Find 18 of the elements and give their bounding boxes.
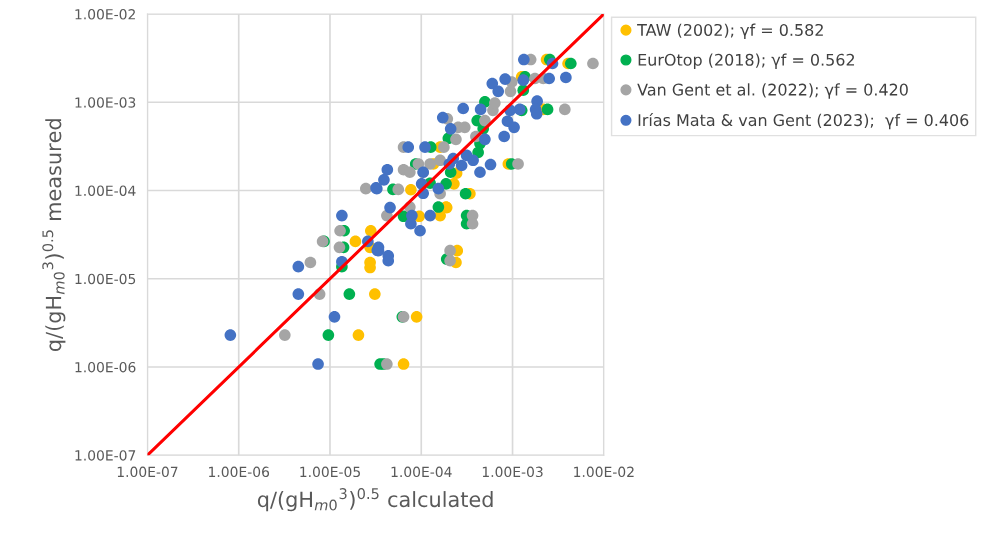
legend-label: TAW (2002); γf = 0.582	[637, 23, 823, 40]
y-tick-label: 1.00E-03	[75, 97, 136, 108]
x-tick-label: 1.00E-03	[482, 466, 543, 478]
y-tick-label: 1.00E-06	[75, 361, 136, 373]
y-tick-label: 1.00E-07	[75, 450, 136, 461]
x-tick-label: 1.00E-05	[300, 466, 360, 478]
x-tick-label: 1.00E-04	[391, 466, 452, 478]
y-tick-label: 1.00E-05	[75, 273, 136, 285]
x-tick-label: 1.00E-06	[209, 466, 270, 478]
y-axis-title: q/(gH$_{m0}$$^{3}$)$^{0.5}$ measured	[42, 119, 66, 351]
y-tick-label: 1.00E-04	[75, 185, 136, 196]
x-tick-label: 1.00E-02	[574, 466, 634, 478]
x-axis-title: q/(gH$_{m0}$$^{3}$)$^{0.5}$ calculated	[257, 488, 493, 512]
legend-label: EurOtop (2018); γf = 0.562	[638, 53, 855, 69]
y-tick-label: 1.00E-02	[75, 9, 135, 20]
x-tick-label: 1.00E-07	[117, 466, 178, 478]
legend-label: Irías Mata & van Gent (2023); γf = 0.406	[638, 113, 969, 130]
legend-label: Van Gent et al. (2022); γf = 0.420	[637, 83, 908, 99]
